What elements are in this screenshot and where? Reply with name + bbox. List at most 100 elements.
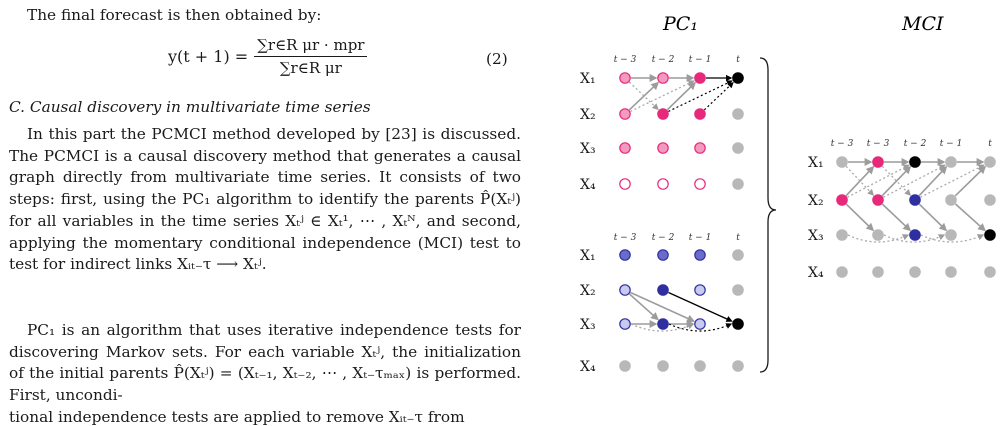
mci-time-label: t − 3 [867, 139, 890, 149]
pc1-top-variable-label: X₃ [580, 141, 596, 157]
mci-time-label: t − 1 [940, 139, 963, 149]
pc1-top-variable-label: X₁ [580, 71, 596, 87]
pc1-bottom-node [732, 318, 744, 330]
pc1-top-node [657, 108, 669, 120]
pc1-bottom-node [732, 360, 744, 372]
pc1-top-node [732, 108, 744, 120]
mci-edge [954, 203, 986, 232]
mci-edge [845, 165, 875, 197]
mci-edge [920, 164, 985, 198]
pc1-bottom-edge [630, 323, 695, 332]
mci-node [836, 194, 848, 206]
pc1-top-edge [628, 81, 659, 111]
mci-variable-label: X₃ [808, 228, 824, 244]
curly-brace [759, 57, 777, 373]
pc1-bottom-node [694, 360, 706, 372]
pc1-top-node [732, 142, 744, 154]
mci-node [872, 156, 884, 168]
mci-edge [881, 165, 912, 196]
pc1-bottom-node [694, 284, 706, 296]
mci-node [909, 229, 921, 241]
mci-node [945, 156, 957, 168]
pc1-top-edge [666, 81, 697, 111]
paragraph-pc1-continued: tional independence tests are applied to… [9, 408, 465, 426]
pc1-bottom-node [732, 249, 744, 261]
mci-time-label: t − 2 [904, 139, 927, 149]
pc1-bottom-node [619, 360, 631, 372]
mci-edge [881, 165, 912, 197]
mci-node [909, 194, 921, 206]
pc1-top-panel: t − 3 t − 2 t − 1 t X₁ X₂ X₃ X₄ [580, 55, 744, 193]
mci-node [909, 156, 921, 168]
pc1-top-node [694, 72, 706, 84]
pc1-top-time-label: t − 3 [614, 55, 637, 65]
pc1-top-node [619, 142, 631, 154]
pc1-title: PC₁ [662, 13, 698, 35]
pc1-top-node [657, 142, 669, 154]
mci-time-label: t [988, 139, 992, 149]
pc1-bottom-time-label: t − 3 [614, 233, 637, 243]
pc1-bottom-node [694, 249, 706, 261]
mci-panel: t − 3 t − 3 t − 2 t − 1 t X₁ X₂ X₃ X₄ [808, 139, 996, 281]
pc1-bottom-variable-label: X₂ [580, 283, 596, 299]
mci-edge [845, 165, 875, 196]
pc1-top-node [619, 72, 631, 84]
mci-node [984, 156, 996, 168]
equation-lhs: y(t + 1) = [168, 47, 249, 66]
pc1-top-edge [668, 80, 733, 112]
mci-node [872, 194, 884, 206]
equation-fraction: ∑r∈R μr · mpr ∑r∈R μr [254, 36, 368, 77]
mci-node [836, 156, 848, 168]
pc1-top-edge [630, 80, 695, 112]
mci-edge [847, 234, 910, 243]
pc1-bottom-node [619, 284, 631, 296]
mci-edge [954, 165, 987, 197]
mci-node [909, 266, 921, 278]
mci-node [984, 266, 996, 278]
mci-node [984, 194, 996, 206]
pc1-top-variable-label: X₂ [580, 107, 596, 123]
pc1-top-time-label: t [736, 55, 740, 65]
pc1-top-edge [628, 81, 660, 111]
mci-variable-label: X₄ [808, 265, 824, 281]
pc1-top-node [619, 178, 631, 190]
equation-numerator: ∑r∈R μr · mpr [254, 36, 368, 57]
pc1-bottom-node [657, 249, 669, 261]
pc1-top-node [694, 178, 706, 190]
equation-number: (2) [486, 50, 508, 68]
pc1-bottom-variable-label: X₄ [580, 359, 596, 375]
pc1-top-edge [703, 81, 734, 111]
mci-edge [920, 234, 985, 243]
subsection-heading: C. Causal discovery in multivariate time… [9, 98, 371, 116]
paragraph-pcmci: In this part the PCMCI method developed … [9, 125, 521, 274]
mci-edge [918, 203, 948, 232]
pcmci-figure: PC₁ MCI t − 3 t − 2 t − 1 t X₁ X₂ X₃ X₄ t − 3 t … [580, 13, 996, 375]
pc1-bottom-edge [668, 323, 733, 332]
mci-edge [883, 164, 946, 198]
pc1-bottom-node [619, 249, 631, 261]
pc1-top-node [657, 178, 669, 190]
pc1-top-node [694, 108, 706, 120]
mci-edge [881, 203, 912, 232]
pc1-bottom-time-label: t − 1 [689, 233, 712, 243]
pc1-bottom-variable-label: X₃ [580, 317, 596, 333]
mci-node [945, 194, 957, 206]
pc1-bottom-node [657, 318, 669, 330]
pc1-bottom-node [619, 318, 631, 330]
pc1-bottom-node [657, 284, 669, 296]
mci-variable-label: X₁ [808, 155, 824, 171]
pc1-bottom-node [657, 360, 669, 372]
pc1-bottom-edge [628, 293, 659, 321]
mci-node [836, 229, 848, 241]
mci-node [945, 229, 957, 241]
mci-title: MCI [901, 13, 944, 35]
pc1-top-node [657, 72, 669, 84]
pc1-bottom-time-label: t − 2 [652, 233, 675, 243]
pc1-top-node [732, 178, 744, 190]
equation-denominator: ∑r∈R μr [279, 59, 342, 77]
pc1-bottom-edge [668, 291, 733, 322]
pc1-top-time-label: t − 2 [652, 55, 675, 65]
pc1-top-node [732, 72, 744, 84]
mci-node [872, 229, 884, 241]
pc1-bottom-node [732, 284, 744, 296]
